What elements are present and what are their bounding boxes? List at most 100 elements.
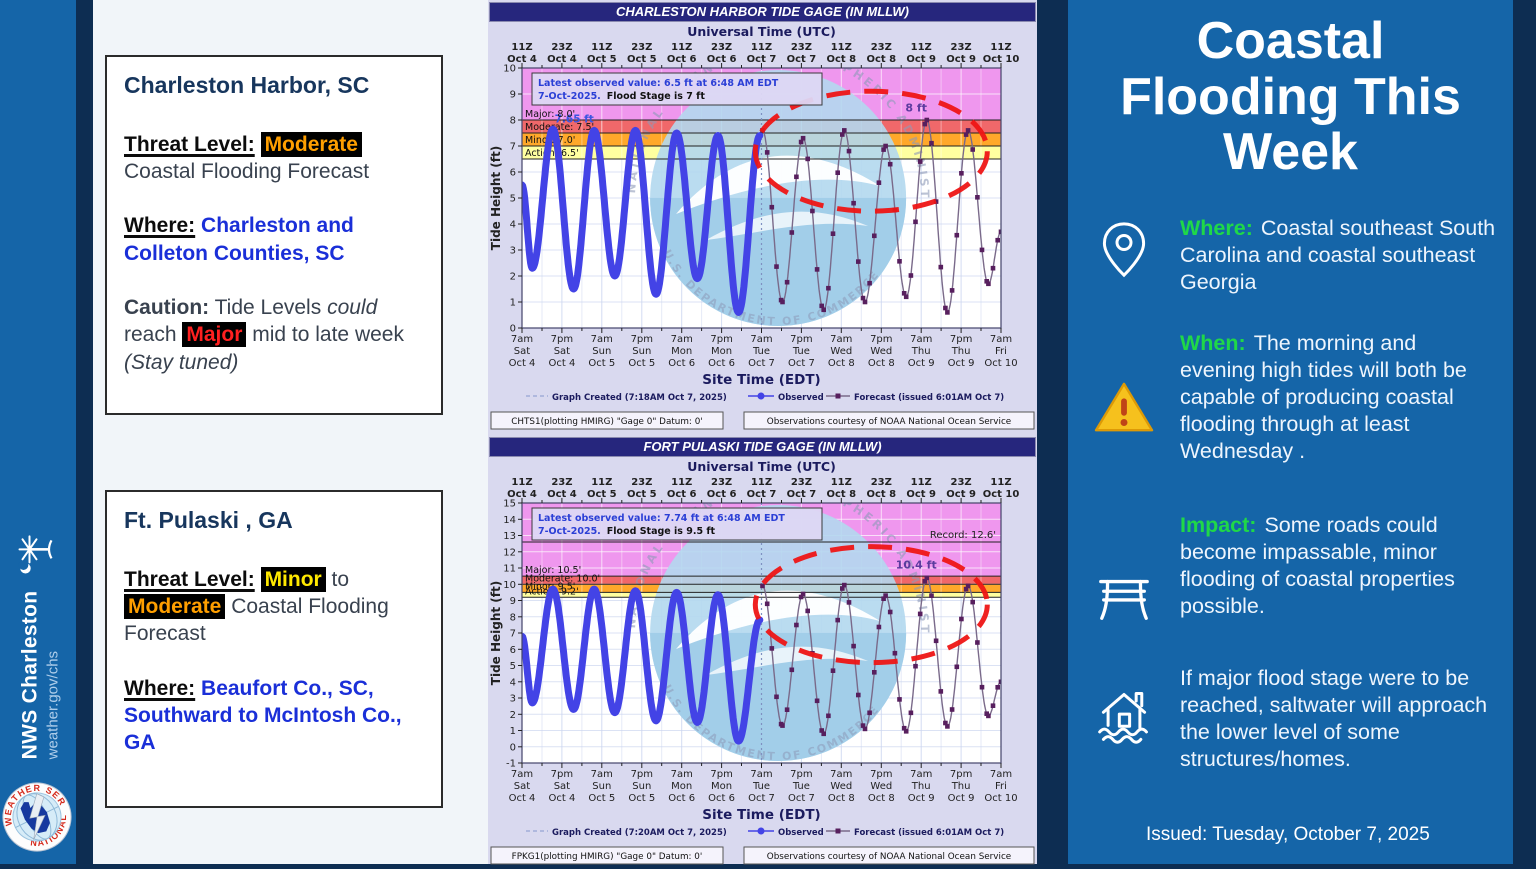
svg-text:Oct 4: Oct 4 (547, 54, 577, 65)
svg-text:7pm: 7pm (870, 769, 892, 780)
svg-text:Oct 10: Oct 10 (984, 358, 1017, 369)
svg-text:Oct 8: Oct 8 (868, 793, 895, 804)
svg-text:23Z: 23Z (791, 42, 812, 53)
svg-text:Mon: Mon (711, 781, 732, 792)
svg-text:4: 4 (510, 220, 516, 231)
y-axis-title: Tide Height (ft) (489, 146, 503, 250)
svg-text:7pm: 7pm (551, 769, 573, 780)
svg-text:0: 0 (510, 742, 516, 753)
flooded-house-icon (1094, 687, 1154, 773)
svg-text:23Z: 23Z (951, 42, 972, 53)
sidebar-text: NWS Charleston weather.gov/chs (19, 591, 62, 760)
svg-text:23Z: 23Z (711, 477, 732, 488)
svg-text:Wed: Wed (870, 781, 892, 792)
svg-text:Oct 5: Oct 5 (587, 54, 617, 65)
svg-text:15: 15 (503, 499, 516, 510)
svg-text:1: 1 (510, 726, 516, 737)
svg-text:6: 6 (510, 168, 516, 179)
svg-text:Tue: Tue (752, 346, 770, 357)
right-summary-panel: Coastal Flooding This Week Where: Coastal… (1068, 0, 1513, 864)
svg-text:Oct 5: Oct 5 (588, 793, 615, 804)
svg-text:Thu: Thu (911, 346, 931, 357)
record-label: Record: 12.6' (930, 530, 996, 541)
sidebar: NWS Charleston weather.gov/chs (0, 0, 77, 864)
svg-text:Mon: Mon (671, 346, 692, 357)
svg-text:23Z: 23Z (631, 42, 652, 53)
svg-text:Sun: Sun (632, 781, 651, 792)
svg-text:7pm: 7pm (870, 334, 892, 345)
svg-text:Oct 9: Oct 9 (908, 358, 935, 369)
svg-text:7am: 7am (990, 334, 1012, 345)
svg-text:Sat: Sat (514, 781, 530, 792)
office-url: weather.gov/chs (44, 650, 62, 760)
site-axis-title: Site Time (EDT) (702, 807, 820, 823)
svg-text:23Z: 23Z (951, 477, 972, 488)
svg-text:7-Oct-2025.Flood Stage is 7 ft: 7-Oct-2025. Flood Stage is 7 ft (538, 91, 705, 102)
latest-observed-box: Latest observed value: 6.5 ft at 6:48 AM… (531, 72, 823, 106)
svg-text:11Z: 11Z (511, 477, 532, 488)
divider-strip-right (1513, 0, 1536, 864)
svg-text:FPKG1(plotting HMIRG) "Gage 0": FPKG1(plotting HMIRG) "Gage 0" Datum: 0' (512, 852, 703, 862)
svg-text:11Z: 11Z (990, 42, 1011, 53)
tide-chart-charleston: CHARLESTON HARBOR TIDE GAGE (IN MLLW) NA… (488, 2, 1037, 434)
svg-text:Latest observed value: 7.74 ft: Latest observed value: 7.74 ft at 6:48 A… (538, 513, 785, 524)
svg-text:7am: 7am (511, 334, 533, 345)
svg-text:11Z: 11Z (511, 42, 532, 53)
svg-text:7am: 7am (511, 769, 533, 780)
svg-text:Tue: Tue (792, 781, 810, 792)
threat-badge-major: Major (182, 322, 247, 348)
chart-title-pulaski: FORT PULASKI TIDE GAGE (IN MLLW) (489, 437, 1036, 457)
structures-section: If major flood stage were to be reached,… (1068, 665, 1513, 773)
pulaski-where-line: Where: Beaufort Co., SC, Southward to Mc… (124, 676, 402, 755)
svg-text:Oct 10: Oct 10 (983, 54, 1020, 65)
svg-text:-1: -1 (506, 759, 516, 770)
svg-text:1: 1 (510, 298, 516, 309)
svg-text:Mon: Mon (671, 781, 692, 792)
svg-text:0: 0 (510, 324, 516, 335)
nws-logo: WEATHER SERVICE NATIONAL (0, 762, 77, 858)
observed-peak-label: 7.65 ft (555, 114, 594, 126)
threat-badge-moderate: Moderate (260, 131, 362, 157)
svg-text:Observed: Observed (778, 393, 824, 403)
bench-icon (1095, 572, 1153, 629)
svg-text:7am: 7am (591, 334, 613, 345)
chart-footnotes: CHTS1(plotting HMIRG) "Gage 0" Datum: 0'… (490, 411, 1035, 430)
svg-text:Oct 4: Oct 4 (548, 358, 575, 369)
svg-text:7am: 7am (830, 769, 852, 780)
svg-text:Oct 7: Oct 7 (788, 358, 815, 369)
svg-text:Oct 8: Oct 8 (866, 489, 896, 500)
svg-text:5: 5 (510, 194, 516, 205)
svg-text:Oct 6: Oct 6 (668, 793, 695, 804)
forecast-peak-label: 10.4 ft (896, 558, 937, 571)
charleston-threat-line: Threat Level: Moderate Coastal Flooding … (124, 131, 370, 184)
utc-axis-title: Universal Time (UTC) (687, 24, 836, 39)
svg-text:9: 9 (510, 90, 516, 101)
svg-text:7am: 7am (591, 769, 613, 780)
svg-text:Sat: Sat (554, 346, 570, 357)
svg-text:Oct 7: Oct 7 (748, 793, 775, 804)
svg-text:Oct 5: Oct 5 (627, 54, 657, 65)
svg-text:Sun: Sun (592, 781, 611, 792)
svg-text:9: 9 (510, 596, 516, 607)
svg-text:Oct 4: Oct 4 (548, 793, 575, 804)
svg-text:Wed: Wed (870, 346, 892, 357)
svg-text:Oct 4: Oct 4 (507, 489, 537, 500)
svg-text:Oct 8: Oct 8 (866, 54, 896, 65)
highlight-ellipse (752, 88, 990, 214)
svg-text:Oct 6: Oct 6 (707, 489, 737, 500)
svg-text:Graph Created (7:20AM Oct 7, 2: Graph Created (7:20AM Oct 7, 2025) (552, 828, 727, 838)
svg-text:Thu: Thu (951, 346, 971, 357)
svg-text:Oct 4: Oct 4 (509, 793, 536, 804)
utc-axis-title: Universal Time (UTC) (687, 459, 836, 474)
svg-text:7am: 7am (671, 334, 693, 345)
svg-text:Wed: Wed (830, 781, 852, 792)
tide-chart-svg: NATIONAL OCEANIC AND ATMOSPHERIC ADMINIS… (489, 459, 1035, 865)
divider-strip-middle (1037, 0, 1068, 864)
svg-text:Oct 7: Oct 7 (788, 793, 815, 804)
svg-text:Oct 4: Oct 4 (507, 54, 537, 65)
latest-observed-box: Latest observed value: 7.74 ft at 6:48 A… (531, 507, 823, 541)
svg-text:7pm: 7pm (710, 769, 732, 780)
svg-text:Oct 6: Oct 6 (667, 54, 697, 65)
svg-text:10: 10 (503, 64, 516, 75)
fort-pulaski-box: Ft. Pulaski , GA Threat Level: Minor to … (105, 490, 443, 808)
